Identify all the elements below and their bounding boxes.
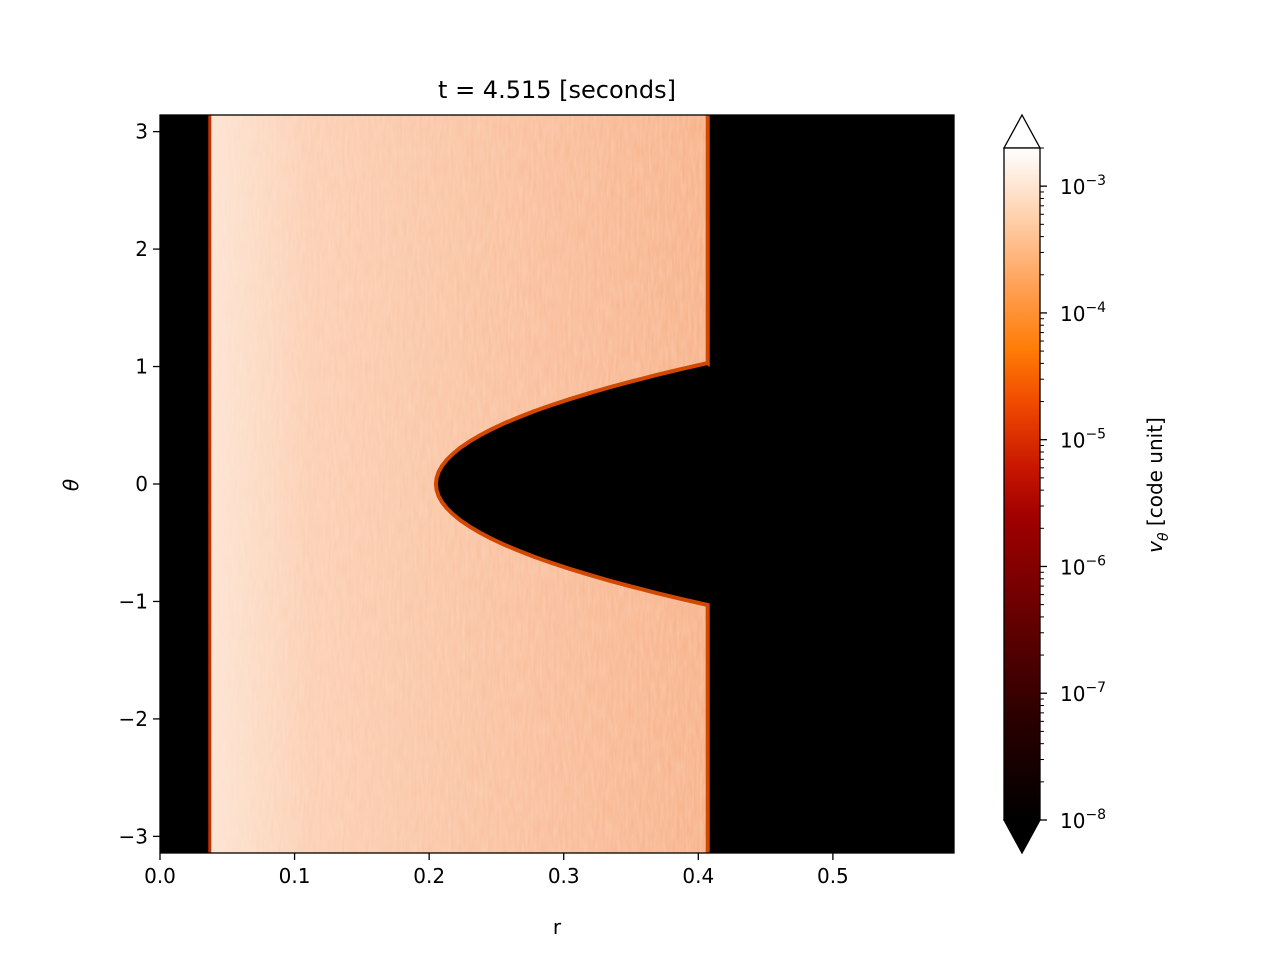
- colorbar-tick-label: 10−3: [1060, 173, 1106, 199]
- colorbar-label: vθ [code unit]: [1143, 417, 1172, 553]
- colorbar-frame: [1003, 147, 1041, 821]
- plot-area: [160, 115, 954, 853]
- y-axis-label: θ: [59, 479, 83, 491]
- x-tick-label: 0.2: [413, 864, 445, 888]
- y-tick-label: 0: [135, 472, 148, 496]
- colorbar-tick-label: 10−7: [1060, 680, 1106, 706]
- y-tick-label: 2: [135, 237, 148, 261]
- colorbar-extend-max: [1002, 113, 1042, 149]
- heatmap-texture: [209, 115, 708, 853]
- colorbar-extend-min: [1002, 819, 1042, 855]
- colorbar-tick-label: 10−4: [1060, 300, 1106, 326]
- colorbar-ticks: 10−8 10−7 10−6 10−5 10−4 10−3: [1040, 147, 1106, 833]
- y-axis: −3 −2 −1 0 1 2 3: [119, 120, 160, 848]
- colorbar-tick-label: 10−6: [1060, 553, 1106, 579]
- y-tick-label: −2: [119, 707, 148, 731]
- x-axis: 0.0 0.1 0.2 0.3 0.4 0.5: [144, 853, 849, 888]
- y-tick-label: −3: [119, 824, 148, 848]
- outer-edge-boundary: [433, 115, 710, 853]
- chart-title: t = 4.515 [seconds]: [438, 76, 676, 104]
- colorbar-tick-label: 10−5: [1060, 427, 1106, 453]
- y-tick-label: 3: [135, 120, 148, 144]
- y-tick-label: 1: [135, 355, 148, 379]
- colorbar: 10−8 10−7 10−6 10−5 10−4 10−3 vθ [code unit]: [1002, 113, 1172, 855]
- x-tick-label: 0.1: [279, 864, 311, 888]
- colorbar-gradient: [1004, 148, 1040, 820]
- x-tick-label: 0.3: [548, 864, 580, 888]
- colorbar-tick-label: 10−8: [1060, 807, 1106, 833]
- x-axis-label: r: [553, 915, 562, 939]
- x-tick-label: 0.0: [144, 864, 176, 888]
- y-tick-label: −1: [119, 589, 148, 613]
- x-tick-label: 0.4: [682, 864, 714, 888]
- x-tick-label: 0.5: [817, 864, 849, 888]
